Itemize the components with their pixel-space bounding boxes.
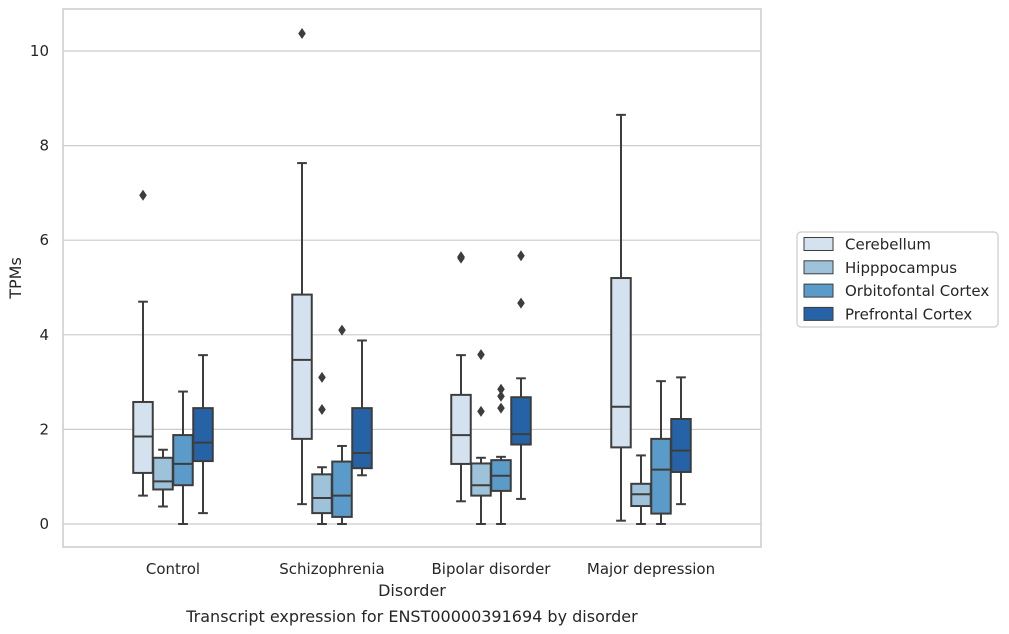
box-prefrontal-cortex: [670, 376, 692, 506]
iqr-box: [450, 393, 472, 465]
iqr-box: [331, 460, 353, 518]
outlier-point: [497, 402, 505, 414]
outlier-point: [298, 27, 306, 39]
legend-label: Prefrontal Cortex: [845, 305, 972, 323]
y-axis-title: TPMs: [6, 257, 25, 300]
outlier-point: [457, 251, 465, 263]
outlier-point: [338, 324, 346, 336]
x-tick-label: Major depression: [587, 560, 715, 578]
legend-frame: [796, 231, 999, 328]
y-tick-label: 4: [39, 326, 49, 344]
x-axis-title: Disorder: [378, 581, 446, 600]
outlier-point: [517, 297, 525, 309]
y-tick-label: 8: [39, 137, 49, 155]
iqr-box: [291, 293, 313, 440]
iqr-box: [670, 417, 692, 473]
box-hipppocampus: [152, 448, 174, 508]
y-tick-labels: 0 2 4 6 8 10: [30, 42, 49, 533]
iqr-box: [152, 456, 174, 491]
box-orbitofontal-cortex: [650, 380, 672, 525]
legend-swatch: [803, 260, 834, 275]
iqr-box: [610, 277, 632, 449]
iqr-box: [650, 437, 672, 515]
y-tick-label: 10: [30, 42, 49, 60]
box-groups: [132, 27, 692, 525]
box-cerebellum: [291, 27, 313, 506]
outlier-point: [318, 371, 326, 383]
outlier-point: [477, 405, 485, 417]
legend-label: Cerebellum: [845, 236, 931, 254]
y-tick-label: 6: [39, 231, 49, 249]
legend-label: Hipppocampus: [845, 259, 957, 277]
legend-swatch: [803, 306, 834, 321]
outlier-point: [497, 383, 505, 395]
y-tick-label: 0: [39, 515, 49, 533]
box-cerebellum: [450, 251, 472, 503]
outlier-point: [477, 349, 485, 361]
iqr-box: [311, 473, 333, 515]
legend-swatch: [803, 283, 834, 298]
box-cerebellum: [132, 189, 154, 497]
legend: Cerebellum Hipppocampus Orbitofontal Corte…: [796, 231, 999, 328]
outlier-point: [497, 390, 505, 402]
iqr-box: [192, 407, 214, 463]
x-tick-labels: Control Schizophrenia Bipolar disorder Majo…: [146, 560, 715, 578]
legend-label: Orbitofontal Cortex: [845, 282, 989, 300]
box-cerebellum: [610, 113, 632, 522]
box-orbitofontal-cortex: [331, 324, 353, 525]
y-tick-label: 2: [39, 420, 49, 438]
outlier-point: [139, 189, 147, 201]
outlier-point: [318, 404, 326, 416]
box-prefrontal-cortex: [510, 250, 532, 500]
iqr-box: [510, 396, 532, 446]
iqr-box: [470, 462, 492, 497]
box-prefrontal-cortex: [351, 339, 373, 477]
chart-caption: Transcript expression for ENST0000039169…: [185, 607, 638, 626]
box-orbitofontal-cortex: [490, 383, 512, 525]
plot-frame: [62, 8, 762, 548]
x-tick-label: Control: [146, 560, 200, 578]
legend-swatch: [803, 237, 834, 251]
outlier-point: [517, 250, 525, 262]
iqr-box: [351, 407, 373, 470]
iqr-box: [172, 434, 194, 487]
x-tick-label: Bipolar disorder: [432, 560, 552, 578]
x-tick-label: Schizophrenia: [279, 560, 384, 578]
box-prefrontal-cortex: [192, 354, 214, 515]
